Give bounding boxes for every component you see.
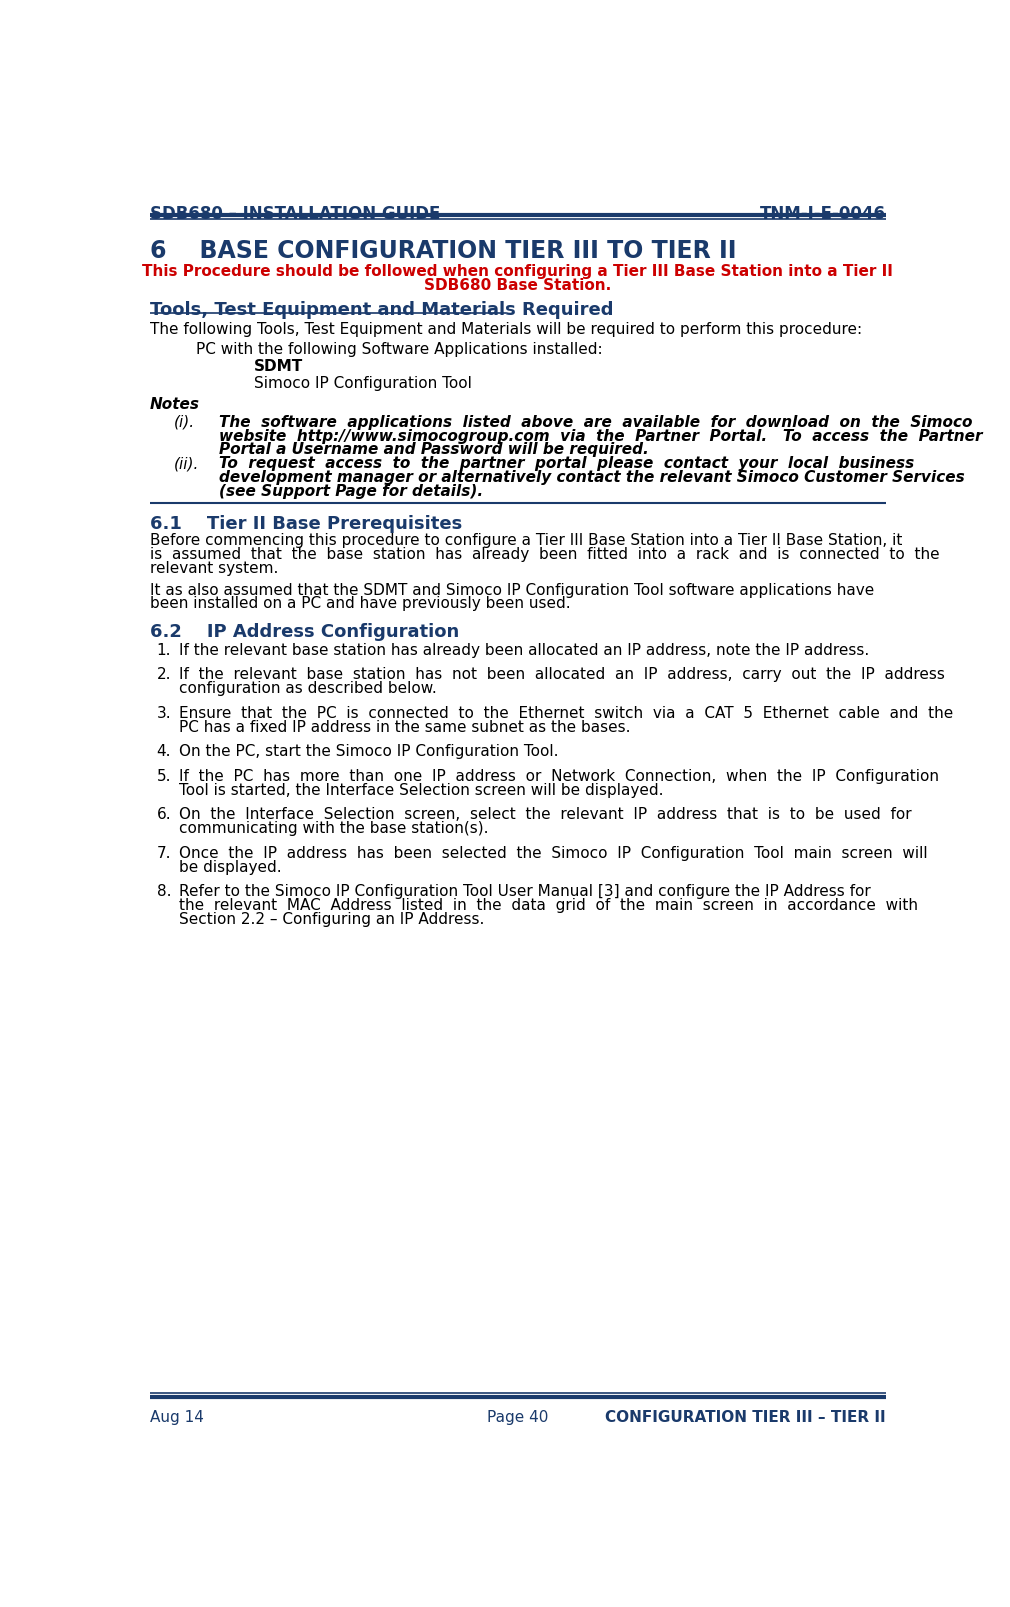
- Text: To  request  access  to  the  partner  portal  please  contact  your  local  bus: To request access to the partner portal …: [219, 456, 914, 471]
- Text: SDMT: SDMT: [255, 358, 303, 374]
- Text: 6    BASE CONFIGURATION TIER III TO TIER II: 6 BASE CONFIGURATION TIER III TO TIER II: [149, 239, 736, 264]
- Text: website  http://www.simocogroup.com  via  the  Partner  Portal.   To  access  th: website http://www.simocogroup.com via t…: [219, 429, 983, 444]
- Text: Refer to the Simoco IP Configuration Tool User Manual [3] and configure the IP A: Refer to the Simoco IP Configuration Too…: [179, 884, 871, 898]
- Text: If the relevant base station has already been allocated an IP address, note the : If the relevant base station has already…: [179, 643, 870, 657]
- Text: It as also assumed that the SDMT and Simoco IP Configuration Tool software appli: It as also assumed that the SDMT and Sim…: [149, 582, 874, 598]
- Text: Aug 14: Aug 14: [149, 1409, 203, 1424]
- Text: 6.1    Tier II Base Prerequisites: 6.1 Tier II Base Prerequisites: [149, 514, 462, 532]
- Text: On the PC, start the Simoco IP Configuration Tool.: On the PC, start the Simoco IP Configura…: [179, 744, 559, 759]
- Text: PC with the following Software Applications installed:: PC with the following Software Applicati…: [196, 342, 603, 357]
- Text: CONFIGURATION TIER III – TIER II: CONFIGURATION TIER III – TIER II: [605, 1409, 886, 1424]
- Text: 6.2    IP Address Configuration: 6.2 IP Address Configuration: [149, 622, 459, 640]
- Text: communicating with the base station(s).: communicating with the base station(s).: [179, 821, 489, 836]
- Text: 8.: 8.: [157, 884, 172, 898]
- Text: The following Tools, Test Equipment and Materials will be required to perform th: The following Tools, Test Equipment and …: [149, 321, 862, 337]
- Text: PC has a fixed IP address in the same subnet as the bases.: PC has a fixed IP address in the same su…: [179, 720, 630, 734]
- Text: SDB680 Base Station.: SDB680 Base Station.: [424, 278, 611, 292]
- Text: Tools, Test Equipment and Materials Required: Tools, Test Equipment and Materials Requ…: [149, 301, 613, 318]
- Text: Once  the  IP  address  has  been  selected  the  Simoco  IP  Configuration  Too: Once the IP address has been selected th…: [179, 845, 927, 860]
- Text: 3.: 3.: [157, 705, 172, 720]
- Text: 6.: 6.: [157, 807, 172, 821]
- Text: The  software  applications  listed  above  are  available  for  download  on  t: The software applications listed above a…: [219, 415, 973, 429]
- Text: 1.: 1.: [157, 643, 172, 657]
- Text: Notes: Notes: [149, 397, 200, 411]
- Text: 2.: 2.: [157, 667, 172, 681]
- Text: 5.: 5.: [157, 768, 172, 784]
- Text: 7.: 7.: [157, 845, 172, 860]
- Text: Before commencing this procedure to configure a Tier III Base Station into a Tie: Before commencing this procedure to conf…: [149, 534, 902, 548]
- Text: (ii).: (ii).: [175, 456, 200, 471]
- Text: Page 40: Page 40: [487, 1409, 548, 1424]
- Text: is  assumed  that  the  base  station  has  already  been  fitted  into  a  rack: is assumed that the base station has alr…: [149, 546, 939, 562]
- Text: 4.: 4.: [157, 744, 172, 759]
- Text: This Procedure should be followed when configuring a Tier III Base Station into : This Procedure should be followed when c…: [142, 264, 893, 278]
- Text: be displayed.: be displayed.: [179, 860, 282, 874]
- Text: (i).: (i).: [175, 415, 195, 429]
- Text: SDB680 – INSTALLATION GUIDE: SDB680 – INSTALLATION GUIDE: [149, 206, 440, 223]
- Text: If  the  relevant  base  station  has  not  been  allocated  an  IP  address,  c: If the relevant base station has not bee…: [179, 667, 944, 681]
- Text: the  relevant  MAC  Address  listed  in  the  data  grid  of  the  main  screen : the relevant MAC Address listed in the d…: [179, 898, 918, 913]
- Text: been installed on a PC and have previously been used.: been installed on a PC and have previous…: [149, 596, 570, 611]
- Text: development manager or alternatively contact the relevant Simoco Customer Servic: development manager or alternatively con…: [219, 469, 965, 485]
- Text: relevant system.: relevant system.: [149, 561, 278, 575]
- Text: TNM-I-E-0046: TNM-I-E-0046: [760, 206, 886, 223]
- Text: Tool is started, the Interface Selection screen will be displayed.: Tool is started, the Interface Selection…: [179, 783, 664, 797]
- Text: configuration as described below.: configuration as described below.: [179, 681, 436, 696]
- Text: On  the  Interface  Selection  screen,  select  the  relevant  IP  address  that: On the Interface Selection screen, selec…: [179, 807, 912, 821]
- Text: Portal a Username and Password will be required.: Portal a Username and Password will be r…: [219, 442, 649, 456]
- Text: Ensure  that  the  PC  is  connected  to  the  Ethernet  switch  via  a  CAT  5 : Ensure that the PC is connected to the E…: [179, 705, 953, 720]
- Text: (see Support Page for details).: (see Support Page for details).: [219, 484, 484, 498]
- Text: Simoco IP Configuration Tool: Simoco IP Configuration Tool: [255, 376, 472, 391]
- Text: Section 2.2 – Configuring an IP Address.: Section 2.2 – Configuring an IP Address.: [179, 911, 485, 927]
- Text: If  the  PC  has  more  than  one  IP  address  or  Network  Connection,  when  : If the PC has more than one IP address o…: [179, 768, 939, 784]
